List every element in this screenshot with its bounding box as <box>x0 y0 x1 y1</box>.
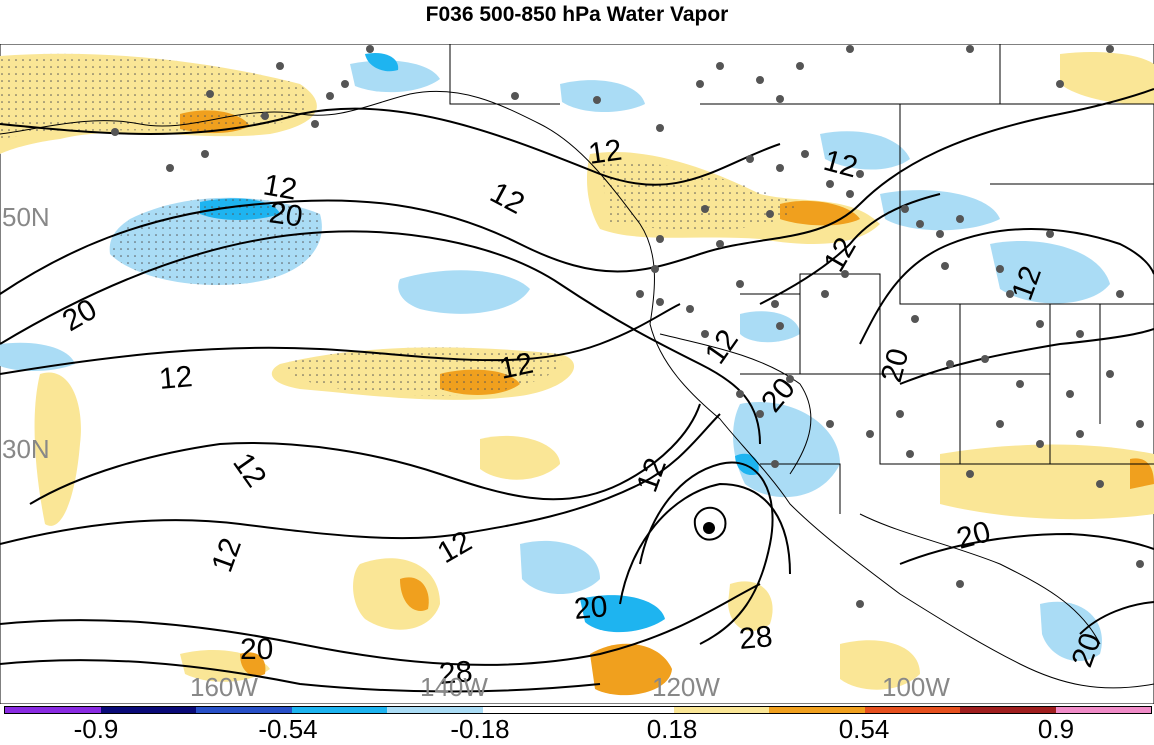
colorbar-segment <box>673 707 769 713</box>
contour-label: 20 <box>573 590 609 626</box>
contour-label: 28 <box>738 620 774 656</box>
station-dots <box>111 45 1144 608</box>
colorbar <box>4 706 1152 714</box>
lat-label-30n: 30N <box>2 434 50 464</box>
colorbar-label: 0.18 <box>646 714 698 744</box>
contour-label: 12 <box>261 168 300 206</box>
contour-label: 12 <box>497 347 537 386</box>
lon-label-140w: 140W <box>420 672 488 702</box>
colorbar-label: -0.18 <box>450 714 510 744</box>
colorbar-label: -0.54 <box>258 714 318 744</box>
lon-label-120w: 120W <box>652 672 720 702</box>
colorbar-segment <box>5 707 101 713</box>
colorbar-label: 0.9 <box>1037 714 1075 744</box>
colorbar-segment <box>1055 707 1151 713</box>
colorbar-segment <box>196 707 292 713</box>
storm-center-dot <box>703 522 715 534</box>
contour-label: 20 <box>240 633 273 666</box>
lon-label-100w: 100W <box>882 672 950 702</box>
colorbar-segment <box>960 707 1056 713</box>
contour-label: 12 <box>158 360 194 396</box>
colorbar-segment <box>100 707 196 713</box>
colorbar-segment <box>578 707 674 713</box>
colorbar-label: 0.54 <box>838 714 890 744</box>
colorbar-segment <box>482 707 578 713</box>
contour-label: 12 <box>586 134 624 171</box>
colorbar-segment <box>291 707 387 713</box>
water-vapor-map: 12 20 12 12 12 12 12 20 12 12 12 20 20 1… <box>0 44 1154 704</box>
colorbar-segment <box>769 707 865 713</box>
coastlines-and-borders <box>0 44 1154 689</box>
colorbar-label: -0.9 <box>73 714 119 744</box>
colorbar-segment <box>387 707 483 713</box>
lon-label-160w: 160W <box>190 672 258 702</box>
contour-label: 20 <box>267 196 305 233</box>
colorbar-segment <box>864 707 960 713</box>
contour-lines <box>0 88 1154 693</box>
contour-label: 28 <box>438 655 474 691</box>
map-title: F036 500-850 hPa Water Vapor <box>425 3 729 26</box>
lat-label-50n: 50N <box>2 202 50 232</box>
